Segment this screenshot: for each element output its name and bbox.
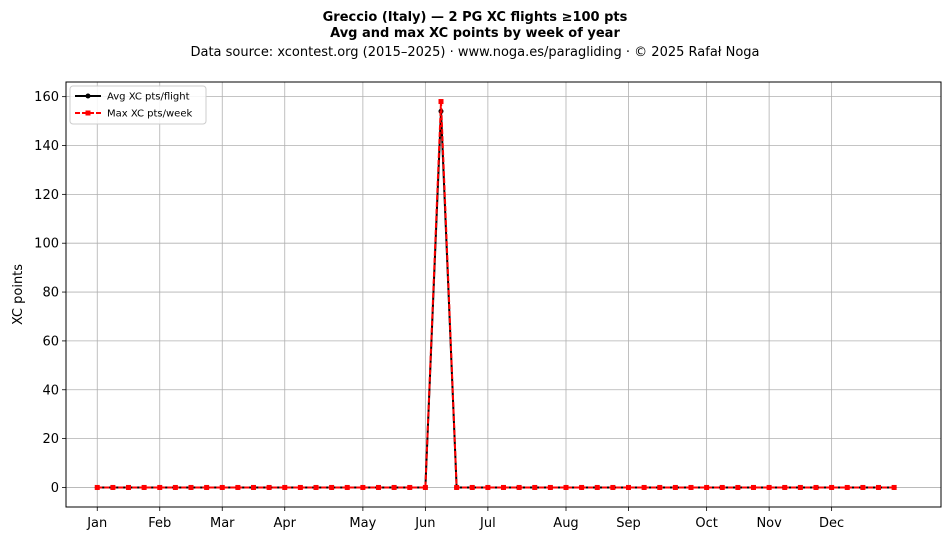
chart-title: Greccio (Italy) — 2 PG XC flights ≥100 p… [323,10,628,25]
series-point [626,484,631,490]
series-point [876,484,881,490]
grid [66,82,941,507]
series-point [235,484,241,490]
series-point [297,484,303,490]
series-point [751,484,756,490]
x-tick-label: Nov [756,516,782,531]
series-point [94,484,100,490]
series-point [407,484,413,490]
series-point [547,484,553,490]
y-axis-label: XC points [11,264,26,325]
y-tick-label: 20 [42,432,59,447]
series-line-1 [97,100,895,489]
x-tick-label: Sep [616,516,641,531]
series-point [797,484,803,490]
series-point [766,484,772,490]
series-point [579,484,585,490]
series-point [391,484,397,490]
series-point [329,484,335,490]
series-point [141,484,147,490]
series-point [672,484,678,490]
series-point [594,484,600,490]
series-point [516,484,522,490]
series-point [360,484,366,490]
series-point [610,484,616,490]
series-point [813,484,819,490]
y-tick-label: 160 [34,90,59,105]
series-point [157,484,163,490]
y-tick-label: 0 [51,481,59,496]
series-point [188,484,194,490]
chart-subtitle: Avg and max XC points by week of year [330,26,620,41]
y-tick-label: 140 [34,139,59,154]
y-tick-label: 40 [42,383,59,398]
series-point [251,484,256,490]
x-tick-label: Dec [819,516,844,531]
legend-box [69,85,207,125]
y-tick-label: 60 [42,334,59,349]
series-point [829,484,835,490]
series-point [641,484,647,490]
series-point [172,484,178,490]
series-point [688,484,694,490]
series-point [735,484,741,490]
axis-ticks: Jan Feb Mar Apr May Jun Jul Aug Sep Oct Nov Dec 0 20 4… [34,90,844,531]
y-tick-label: 80 [42,286,59,301]
x-tick-label: Aug [553,516,578,531]
plot-series [94,99,897,490]
x-tick-label: Apr [274,516,297,531]
x-tick-label: May [349,516,376,531]
series-point [204,484,210,490]
series-point [501,484,506,490]
x-tick-label: Jan [86,516,107,531]
x-tick-label: Jun [414,516,435,531]
y-tick-label: 100 [34,237,59,252]
series-point [844,484,850,490]
series-point [563,484,569,490]
legend-marker-avg [85,93,91,99]
series-point [438,99,444,105]
x-tick-label: Mar [210,516,235,531]
legend: Avg XC pts/flight Max XC pts/week [69,85,207,125]
legend-marker-max [85,110,91,116]
legend-label-max: Max XC pts/week [107,109,192,120]
series-point [657,484,663,490]
x-tick-label: Oct [695,516,717,531]
series-point [219,484,225,490]
series-point [860,484,866,490]
series-point [782,484,788,490]
series-point [454,484,460,490]
series-point [891,484,897,490]
series-point [719,484,725,490]
legend-label-avg: Avg XC pts/flight [107,92,190,103]
series-point [532,484,538,490]
x-tick-label: Jul [479,516,496,531]
series-point [422,484,428,490]
series-point [266,484,272,490]
series-point [344,484,350,490]
y-tick-label: 120 [34,188,59,203]
series-point [126,484,131,490]
series-point [469,484,475,490]
series-point [704,484,710,490]
plot-area-frame [65,81,942,508]
series-point [110,484,116,490]
series-point [376,484,381,490]
series-point [313,484,319,490]
x-tick-label: Feb [148,516,171,531]
series-point [485,484,491,490]
series-line-0 [97,110,895,489]
series-point [282,484,288,490]
chart-source: Data source: xcontest.org (2015–2025) · … [190,45,759,60]
